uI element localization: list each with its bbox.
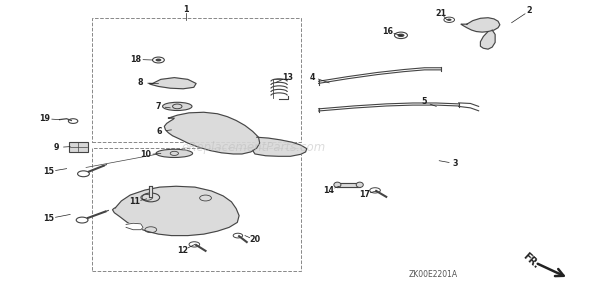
Text: 14: 14: [324, 186, 335, 195]
Text: 5: 5: [422, 97, 427, 106]
Text: 4: 4: [310, 73, 316, 81]
Ellipse shape: [163, 102, 192, 111]
FancyBboxPatch shape: [69, 142, 88, 152]
Text: 15: 15: [44, 167, 54, 176]
Text: 18: 18: [130, 55, 142, 64]
Text: ZK00E2201A: ZK00E2201A: [409, 270, 458, 279]
Text: 15: 15: [44, 214, 54, 223]
Ellipse shape: [334, 182, 341, 187]
Bar: [92, 148, 301, 271]
Polygon shape: [253, 137, 307, 156]
Text: 6: 6: [157, 127, 162, 136]
Bar: [92, 18, 301, 142]
Circle shape: [447, 19, 451, 21]
Text: 3: 3: [453, 159, 458, 168]
Text: 7: 7: [156, 102, 161, 111]
Text: 9: 9: [54, 143, 60, 152]
Text: eReplacementParts.com: eReplacementParts.com: [182, 141, 326, 154]
Ellipse shape: [156, 149, 192, 158]
Text: 13: 13: [283, 73, 293, 81]
Polygon shape: [149, 78, 196, 89]
Ellipse shape: [356, 182, 363, 187]
Text: 16: 16: [382, 27, 394, 36]
Text: 8: 8: [138, 78, 143, 87]
Polygon shape: [113, 186, 239, 236]
Text: 12: 12: [178, 246, 189, 255]
Text: 21: 21: [435, 9, 447, 17]
Circle shape: [398, 34, 405, 37]
Polygon shape: [165, 112, 260, 154]
Text: 10: 10: [140, 150, 152, 159]
Circle shape: [156, 58, 162, 61]
Polygon shape: [461, 18, 500, 32]
Text: 11: 11: [129, 197, 140, 206]
Polygon shape: [480, 30, 495, 49]
Text: 17: 17: [359, 190, 370, 199]
Polygon shape: [337, 183, 360, 187]
Text: 1: 1: [183, 5, 189, 14]
Text: 2: 2: [526, 6, 532, 15]
Polygon shape: [126, 223, 143, 230]
Text: FR.: FR.: [520, 251, 540, 270]
Text: 20: 20: [250, 235, 261, 245]
Text: 19: 19: [40, 114, 50, 123]
